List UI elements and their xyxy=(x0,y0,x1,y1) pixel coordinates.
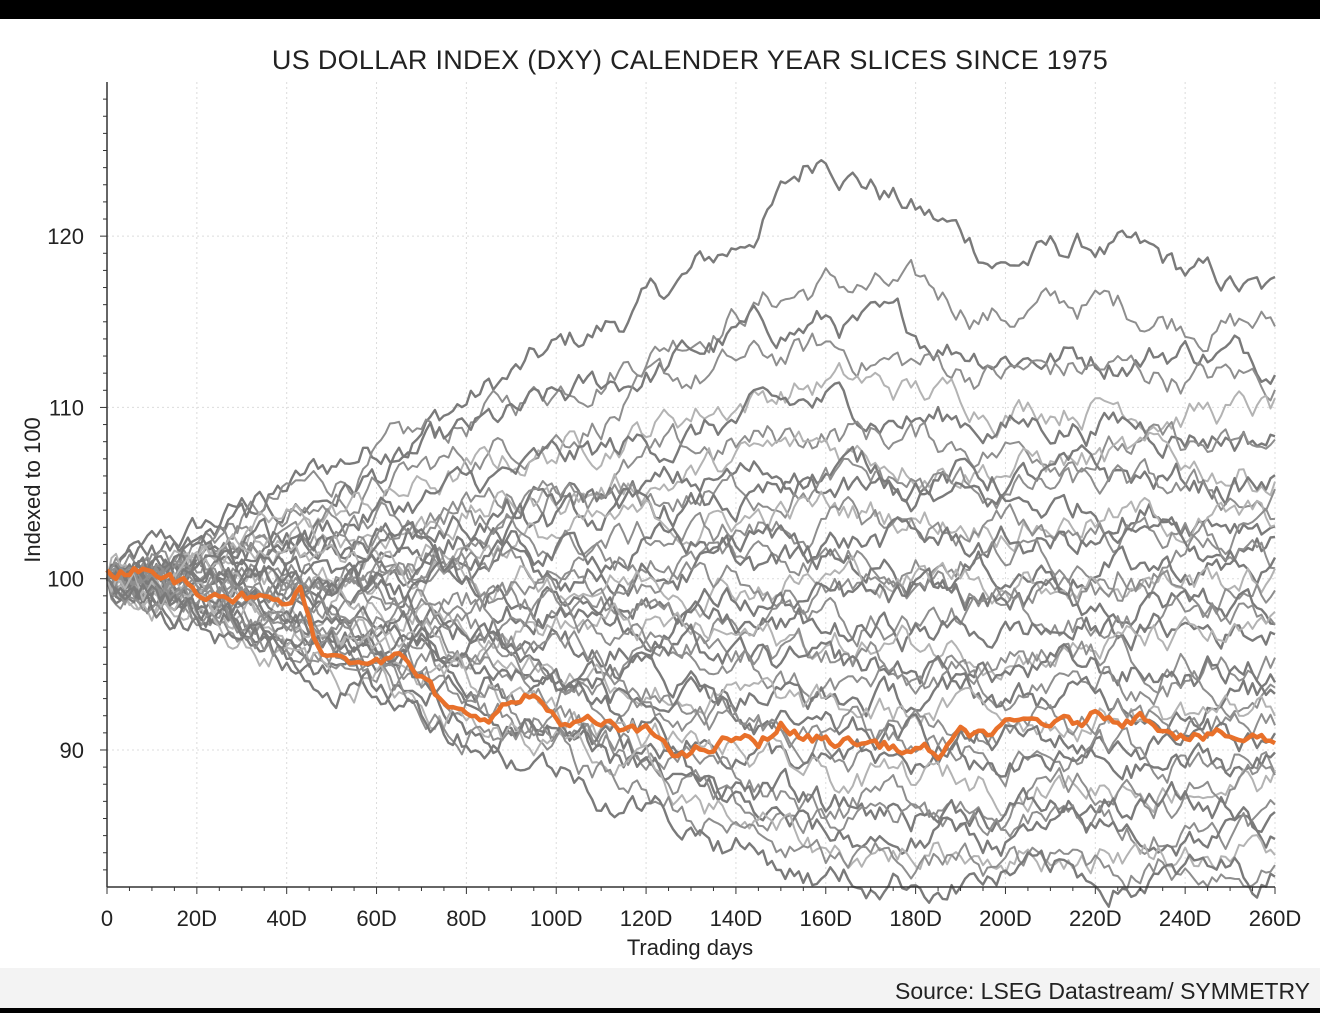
series-line-history-16 xyxy=(106,534,1277,604)
series-line-history-13 xyxy=(106,496,1276,593)
top-black-bar xyxy=(0,0,1320,19)
x-tick-label: 240D xyxy=(1159,906,1212,931)
series-line-history-24 xyxy=(105,559,1277,691)
series-line-history-39 xyxy=(106,577,1276,908)
history-series xyxy=(105,159,1277,908)
series-line-history-11 xyxy=(106,472,1276,590)
x-tick-label: 120D xyxy=(620,906,673,931)
y-tick-label: 110 xyxy=(49,395,84,420)
series-line-history-29 xyxy=(106,567,1277,761)
series-line-history-37 xyxy=(106,571,1276,875)
y-tick-labels: 90 100 110 120 xyxy=(47,224,84,763)
x-tick-label: 60D xyxy=(356,906,396,931)
series-line-history-02 xyxy=(106,258,1276,599)
x-tick-label: 0 xyxy=(101,906,113,931)
x-tick-label: 180D xyxy=(889,906,942,931)
series-line-history-26 xyxy=(105,562,1276,734)
series-line-history-05 xyxy=(106,362,1276,597)
y-axis-label: Indexed to 100 xyxy=(20,417,45,563)
series-line-history-08 xyxy=(106,430,1276,598)
source-note: Source: LSEG Datastream/ SYMMETRY xyxy=(895,978,1310,1004)
y-tick-label: 90 xyxy=(60,738,84,763)
series-line-history-38 xyxy=(106,561,1276,892)
y-tick-label: 120 xyxy=(47,224,84,249)
x-tick-label: 100D xyxy=(530,906,583,931)
x-tick-label: 220D xyxy=(1069,906,1122,931)
axes xyxy=(100,82,1276,894)
series-line-history-23 xyxy=(106,564,1276,695)
series-line-history-04 xyxy=(106,332,1276,610)
series-line-history-36 xyxy=(106,577,1276,857)
y-tick-label: 100 xyxy=(47,567,84,592)
x-tick-label: 20D xyxy=(177,906,217,931)
x-tick-label: 40D xyxy=(267,906,307,931)
x-tick-label: 140D xyxy=(710,906,763,931)
series-line-history-32 xyxy=(106,578,1276,817)
series-line-history-34 xyxy=(105,578,1276,833)
footer-band xyxy=(0,968,1320,1013)
highlight-series xyxy=(105,566,1277,761)
x-tick-label: 160D xyxy=(799,906,852,931)
x-axis-label: Trading days xyxy=(627,935,753,960)
series-line-history-20 xyxy=(106,565,1276,648)
series-line-highlight xyxy=(105,566,1277,761)
series-line-history-30 xyxy=(106,566,1276,788)
series-line-history-35 xyxy=(106,577,1276,855)
x-tick-labels: 0 20D 40D 60D 80D 100D 120D 140D 160D 180D 200D 220… xyxy=(101,906,1301,931)
x-tick-label: 80D xyxy=(446,906,486,931)
chart-title: US DOLLAR INDEX (DXY) CALENDER YEAR SLIC… xyxy=(272,45,1108,75)
bottom-black-line xyxy=(0,1008,1320,1013)
series-line-history-01 xyxy=(106,159,1276,580)
x-tick-label: 260D xyxy=(1249,906,1302,931)
x-tick-label: 200D xyxy=(979,906,1032,931)
series-line-history-27 xyxy=(106,578,1276,743)
